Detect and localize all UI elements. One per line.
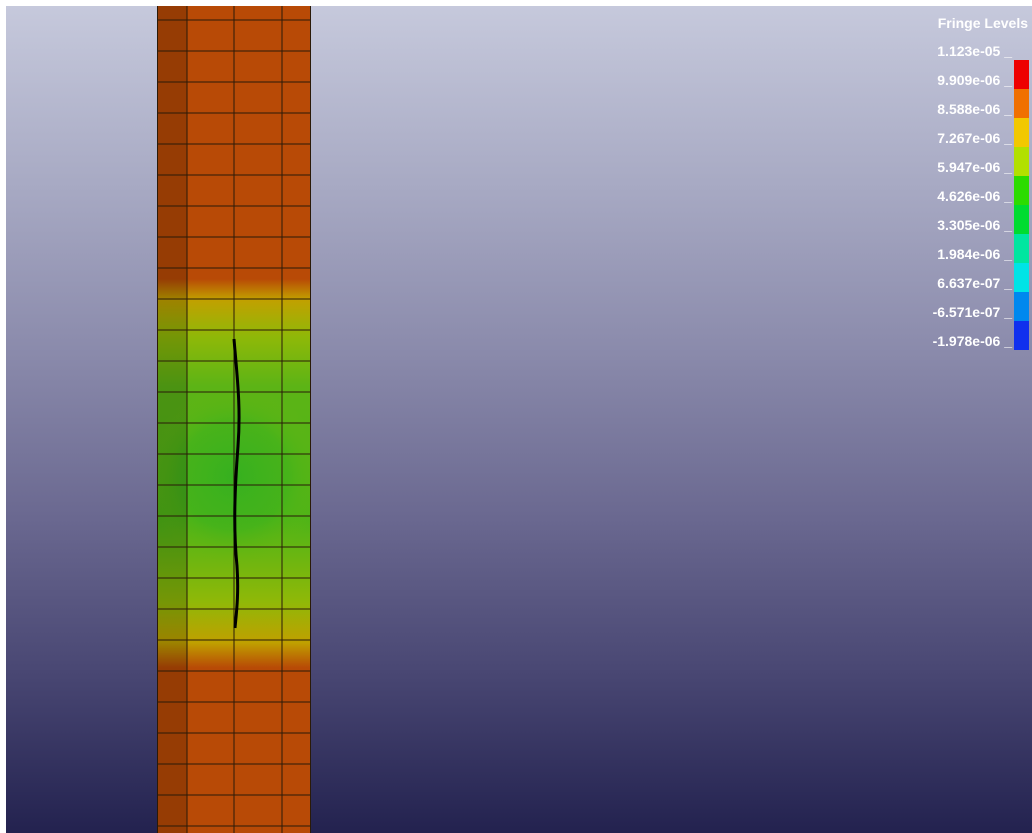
- mesh-left-edge-shade: [157, 6, 187, 833]
- legend-level-label: 6.637e-07 _: [937, 275, 1012, 291]
- legend-color-swatch: [1014, 147, 1029, 176]
- legend-color-swatch: [1014, 60, 1029, 89]
- legend-level-label: 9.909e-06 _: [937, 72, 1012, 88]
- mesh-grid: [157, 6, 311, 833]
- mesh-model[interactable]: [157, 6, 311, 833]
- legend-level-label: 8.588e-06 _: [937, 101, 1012, 117]
- legend-title: Fringe Levels: [937, 15, 1028, 31]
- legend-level-label: 7.267e-06 _: [937, 130, 1012, 146]
- 3d-viewport[interactable]: Fringe Levels 1.123e-05 _ 9.909e-06 _ 8.58…: [6, 6, 1032, 833]
- legend-level-label: 5.947e-06 _: [937, 159, 1012, 175]
- legend-level-label: -6.571e-07 _: [932, 304, 1012, 320]
- legend-color-swatch: [1014, 234, 1029, 263]
- legend-color-swatch: [1014, 118, 1029, 147]
- legend-level-label: 1.123e-05 _: [937, 43, 1012, 59]
- legend-color-swatch: [1014, 205, 1029, 234]
- legend-color-swatch: [1014, 176, 1029, 205]
- legend-level-label: 3.305e-06 _: [937, 217, 1012, 233]
- legend-level-label: -1.978e-06 _: [932, 333, 1012, 349]
- legend-level-label: 4.626e-06 _: [937, 188, 1012, 204]
- legend-color-swatch: [1014, 292, 1029, 321]
- legend-color-swatch: [1014, 321, 1029, 350]
- fringe-legend: Fringe Levels 1.123e-05 _ 9.909e-06 _ 8.58…: [872, 6, 1032, 376]
- legend-color-swatch: [1014, 89, 1029, 118]
- crack-line: [232, 338, 241, 629]
- legend-level-label: 1.984e-06 _: [937, 246, 1012, 262]
- legend-color-swatch: [1014, 263, 1029, 292]
